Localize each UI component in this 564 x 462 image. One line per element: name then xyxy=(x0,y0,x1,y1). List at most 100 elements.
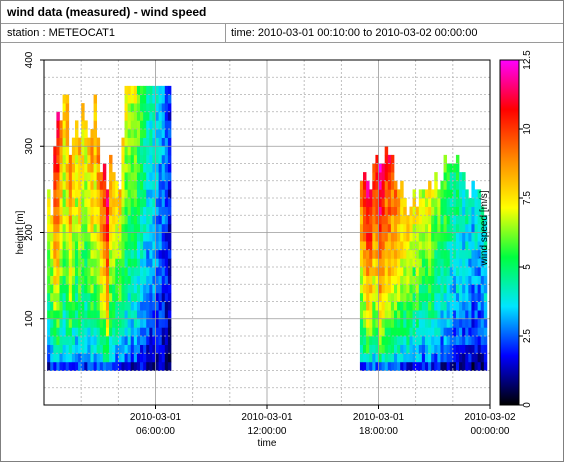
heatmap-cell xyxy=(59,284,63,294)
heatmap-cell xyxy=(403,353,407,363)
heatmap-cell xyxy=(96,137,101,147)
heatmap-cell xyxy=(102,206,107,216)
heatmap-cell xyxy=(418,232,423,242)
heatmap-cell xyxy=(359,327,364,337)
heatmap-cell xyxy=(130,223,135,233)
heatmap-cell xyxy=(127,318,132,328)
heatmap-cell xyxy=(47,344,51,354)
heatmap-cell xyxy=(375,241,379,251)
heatmap-cell xyxy=(397,189,401,199)
heatmap-cell xyxy=(397,344,401,354)
heatmap-cell xyxy=(412,223,417,233)
heatmap-cell xyxy=(477,267,482,276)
heatmap-cell xyxy=(393,344,398,354)
heatmap-cell xyxy=(87,180,91,190)
heatmap-cell xyxy=(158,206,163,216)
heatmap-cell xyxy=(130,344,135,354)
heatmap-cell xyxy=(480,275,485,285)
heatmap-cell xyxy=(400,249,404,259)
heatmap-cell xyxy=(118,206,122,216)
colorbar-tick-label: 5 xyxy=(522,264,533,270)
heatmap-cell xyxy=(471,310,475,320)
heatmap-cell xyxy=(74,336,79,345)
heatmap-cell xyxy=(115,318,119,328)
heatmap-cell xyxy=(81,344,85,354)
heatmap-cell xyxy=(130,206,135,216)
heatmap-cell xyxy=(152,310,156,320)
heatmap-cell xyxy=(146,129,150,138)
heatmap-cell xyxy=(167,129,172,138)
heatmap-cell xyxy=(455,172,460,182)
heatmap-cell xyxy=(74,180,79,190)
heatmap-cell xyxy=(81,129,85,138)
heatmap-cell xyxy=(102,189,107,199)
heatmap-cell xyxy=(133,310,138,320)
heatmap-cell xyxy=(161,267,166,276)
heatmap-cell xyxy=(452,267,457,276)
heatmap-cell xyxy=(363,189,367,199)
heatmap-cell xyxy=(96,223,101,233)
heatmap-cell xyxy=(381,189,386,199)
heatmap-cell xyxy=(124,206,128,216)
heatmap-cell xyxy=(468,301,472,311)
heatmap-cell xyxy=(81,146,85,156)
heatmap-cell xyxy=(387,258,392,268)
heatmap-cell xyxy=(84,284,88,294)
heatmap-cell xyxy=(403,232,407,242)
heatmap-cell xyxy=(412,361,417,371)
heatmap-cell xyxy=(109,292,113,302)
heatmap-cell xyxy=(462,172,466,182)
heatmap-cell xyxy=(87,284,91,294)
heatmap-cell xyxy=(459,284,463,294)
heatmap-cell xyxy=(462,249,466,259)
heatmap-cell xyxy=(74,129,79,138)
heatmap-cell xyxy=(381,361,386,371)
heatmap-cell xyxy=(443,206,448,216)
heatmap-cell xyxy=(124,137,128,147)
heatmap-cell xyxy=(372,215,376,225)
heatmap-cell xyxy=(428,258,432,268)
x-tick-label: 2010-03-02 xyxy=(464,412,516,423)
heatmap-cell xyxy=(155,172,159,182)
heatmap-cell xyxy=(459,198,463,207)
heatmap-cell xyxy=(96,154,101,164)
heatmap-cell xyxy=(428,198,432,207)
heatmap-cell xyxy=(62,232,67,242)
heatmap-cell xyxy=(428,215,432,225)
heatmap-cell xyxy=(74,249,79,259)
heatmap-cell xyxy=(384,163,389,173)
heatmap-cell xyxy=(164,154,169,164)
heatmap-cell xyxy=(471,180,475,190)
heatmap-cell xyxy=(152,111,156,121)
heatmap-cell xyxy=(378,249,382,259)
heatmap-cell xyxy=(372,198,376,207)
heatmap-cell xyxy=(133,206,138,216)
heatmap-cell xyxy=(78,206,82,216)
heatmap-cell xyxy=(409,310,413,320)
heatmap-cell xyxy=(393,267,398,276)
heatmap-cell xyxy=(437,327,441,337)
heatmap-cell xyxy=(443,223,448,233)
heatmap-cell xyxy=(158,120,163,130)
heatmap-cell xyxy=(93,353,98,363)
heatmap-cell xyxy=(56,301,60,311)
heatmap-cell xyxy=(462,223,466,233)
heatmap-cell xyxy=(167,111,172,121)
heatmap-cell xyxy=(84,344,88,354)
heatmap-cell xyxy=(81,292,85,302)
heatmap-cell xyxy=(53,146,57,156)
heatmap-cell xyxy=(359,344,364,354)
heatmap-cell xyxy=(68,172,73,182)
heatmap-cell xyxy=(109,172,113,182)
heatmap-cell xyxy=(424,301,429,311)
heatmap-cell xyxy=(74,215,79,225)
heatmap-cell xyxy=(474,284,478,294)
heatmap-cell xyxy=(428,206,432,216)
heatmap-cell xyxy=(93,137,98,147)
heatmap-cell xyxy=(74,232,79,242)
heatmap-cell xyxy=(149,137,153,147)
heatmap-cell xyxy=(164,215,169,225)
heatmap-cell xyxy=(53,361,57,371)
heatmap-cell xyxy=(424,232,429,242)
